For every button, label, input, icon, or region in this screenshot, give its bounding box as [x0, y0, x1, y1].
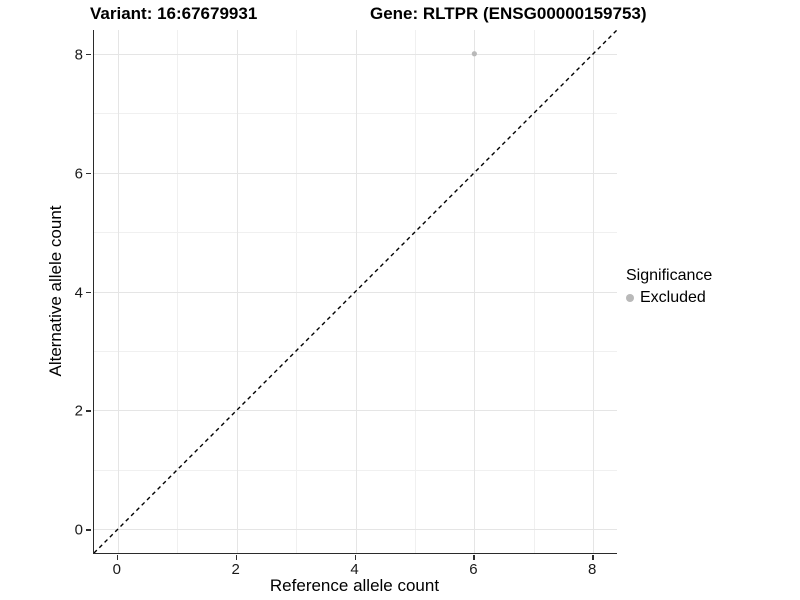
y-tick-label: 8	[74, 46, 83, 64]
gene-title: Gene: RLTPR (ENSG00000159753)	[370, 4, 647, 23]
x-tick-label: 2	[231, 561, 240, 578]
y-tick-label: 6	[74, 165, 83, 183]
legend-entry-excluded: Excluded	[626, 289, 712, 307]
y-tick-label: 0	[74, 521, 83, 539]
y-tick-label: 4	[74, 284, 83, 301]
x-tick-label: 6	[469, 561, 478, 578]
y-tick-mark	[86, 53, 91, 56]
legend-entry-label: Excluded	[640, 289, 706, 306]
identity-reference-line	[94, 30, 617, 553]
major-gridline	[94, 172, 617, 174]
y-tick-mark	[86, 291, 91, 293]
y-tick-mark	[86, 172, 91, 175]
legend-title: Significance	[626, 267, 713, 284]
plot-layer	[94, 30, 617, 553]
x-tick-label: 0	[112, 561, 121, 578]
major-gridline	[94, 529, 617, 531]
data-point	[471, 51, 477, 57]
x-tick-label: 8	[588, 561, 597, 578]
x-tick-mark	[592, 555, 594, 560]
x-tick-mark	[116, 555, 119, 560]
y-tick-label: 2	[74, 402, 83, 420]
x-tick-mark	[235, 555, 238, 560]
y-axis-title: Alternative allele count	[46, 205, 65, 377]
plot-panel	[93, 30, 617, 554]
x-tick-label: 4	[350, 561, 359, 578]
major-gridline	[94, 410, 617, 412]
x-axis-title: Reference allele count	[269, 576, 440, 595]
legend: Significance Excluded	[626, 266, 712, 307]
y-tick-mark	[86, 410, 91, 412]
x-tick-mark	[354, 555, 356, 560]
variant-title: Variant: 16:67679931	[90, 4, 258, 23]
major-gridline	[94, 53, 617, 55]
x-tick-mark	[473, 555, 475, 560]
excluded-point-icon	[626, 294, 634, 302]
y-tick-mark	[86, 529, 91, 531]
